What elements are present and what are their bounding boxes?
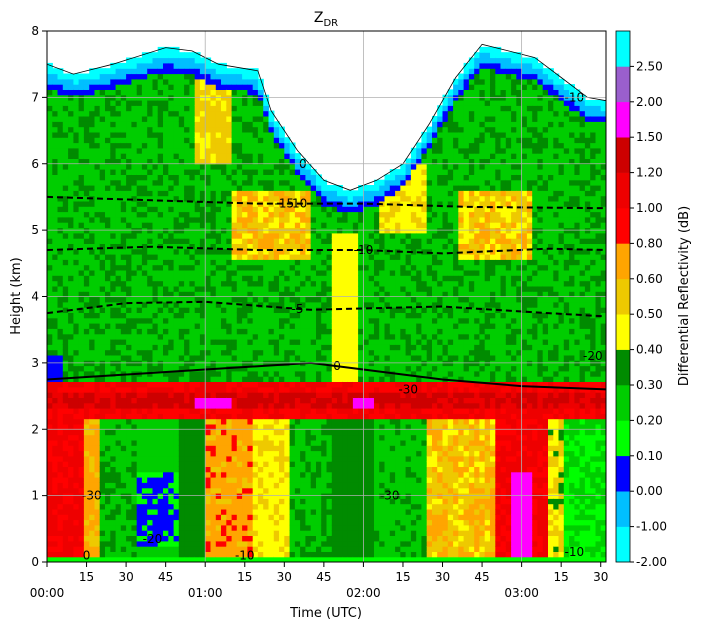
colorbar-swatch: [616, 137, 630, 173]
x-major-tick-label: 01:00: [188, 586, 223, 600]
isotherm-label: -5: [292, 302, 304, 316]
cloud-top-outline: [47, 43, 606, 191]
colorbar-tick-label: 1.00: [636, 201, 663, 215]
colorbar-swatch: [616, 349, 630, 386]
y-axis-label: Height (km): [9, 257, 24, 334]
colorbar-frame: [615, 30, 631, 563]
isotherm-line: [47, 245, 606, 255]
y-tick-label: 8: [31, 24, 39, 38]
colorbar-tick-label: 0.80: [636, 236, 663, 250]
x-tick-label: 30: [593, 570, 608, 584]
colorbar-tick-label: 0.20: [636, 413, 663, 427]
title-main: Z: [314, 10, 324, 26]
x-tick-label: 30: [118, 570, 133, 584]
title-subscript: DR: [323, 18, 338, 29]
colorbar-swatch: [616, 101, 630, 138]
isotherm-label: 0: [333, 359, 341, 373]
y-tick-label: 5: [31, 223, 39, 237]
contour-label: -10: [235, 548, 255, 562]
colorbar-swatch: [616, 208, 630, 244]
x-major-tick-label: 03:00: [504, 586, 539, 600]
colorbar-swatch: [616, 385, 630, 421]
contour-label: 0: [83, 548, 91, 562]
x-tick-label: 30: [277, 570, 292, 584]
x-axis-label: Time (UTC): [289, 606, 362, 621]
y-tick-label: 3: [31, 356, 39, 370]
isotherm-label: -15: [275, 197, 295, 211]
x-axis: 00:00 15 30 45 01:00 15 30 45 02:00 15 30 45 03:00 15…: [30, 562, 608, 600]
colorbar-tick-label: -1.00: [636, 520, 667, 534]
x-major-tick-label: 02:00: [346, 586, 381, 600]
plot-area: [47, 31, 606, 562]
colorbar-tick-label: 0.40: [636, 343, 663, 357]
y-tick-label: 4: [31, 290, 39, 304]
x-major-tick-label: 00:00: [30, 586, 65, 600]
contour-label: -10: [565, 545, 585, 559]
colorbar-tick-label: 0.10: [636, 449, 663, 463]
y-tick-label: 2: [31, 422, 39, 436]
x-tick-label: 45: [158, 570, 173, 584]
contour-label: -10: [288, 197, 308, 211]
contour-label: -20: [143, 532, 163, 546]
colorbar-swatch: [616, 314, 630, 350]
chart-title: ZDR: [314, 10, 338, 29]
x-tick-label: 30: [435, 570, 450, 584]
colorbar-swatch: [616, 172, 630, 209]
svg-text:ZDR: ZDR: [314, 10, 338, 29]
colorbar-swatch: [616, 491, 630, 527]
colorbar-tick-label: 0.60: [636, 272, 663, 286]
colorbar-swatch: [616, 526, 630, 563]
contour-label: -30: [398, 382, 418, 396]
y-axis: 0 1 2 3 4 5 6 7 8: [31, 24, 47, 569]
colorbar: -2.00 -1.00 0.00 0.10 0.20 0.30 0.40 0.50 0.60 0.…: [615, 30, 667, 569]
colorbar-tick-label: 0.30: [636, 378, 663, 392]
x-tick-label: 45: [316, 570, 331, 584]
y-tick-label: 0: [31, 555, 39, 569]
colorbar-tick-label: 0.50: [636, 307, 663, 321]
x-tick-label: 15: [554, 570, 569, 584]
colorbar-swatch: [616, 420, 630, 457]
y-tick-label: 7: [31, 90, 39, 104]
colorbar-tick-label: 1.50: [636, 130, 663, 144]
isotherm-line: [47, 300, 606, 318]
colorbar-label: Differential Reflectivity (dB): [677, 206, 692, 386]
x-tick-label: 15: [79, 570, 94, 584]
colorbar-swatch: [616, 455, 630, 492]
x-tick-label: 15: [395, 570, 410, 584]
colorbar-tick-label: 2.50: [636, 59, 663, 73]
colorbar-swatch: [616, 278, 630, 315]
y-tick-label: 6: [31, 157, 39, 171]
colorbar-tick-label: 0.00: [636, 484, 663, 498]
isotherm-line: [47, 195, 606, 210]
colorbar-swatch: [616, 243, 630, 280]
y-tick-label: 1: [31, 489, 39, 503]
colorbar-tick-label: 1.20: [636, 166, 663, 180]
colorbar-swatch: [616, 66, 630, 103]
contour-label: -20: [583, 349, 603, 363]
x-tick-label: 45: [474, 570, 489, 584]
colorbar-tick-label: -2.00: [636, 555, 667, 569]
x-tick-label: 15: [237, 570, 252, 584]
colorbar-tick-label: 2.00: [636, 95, 663, 109]
colorbar-swatch: [616, 31, 630, 67]
